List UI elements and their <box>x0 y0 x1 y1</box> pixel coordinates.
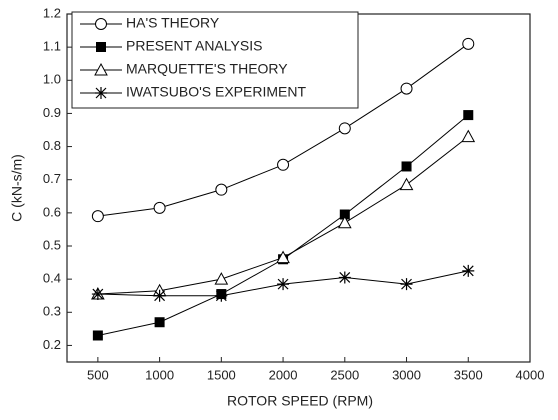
legend-marker <box>96 42 106 52</box>
marker <box>399 177 414 191</box>
marker <box>337 215 352 229</box>
marker <box>154 317 165 328</box>
legend-marker <box>95 18 107 30</box>
marker <box>91 288 104 301</box>
marker <box>338 122 351 135</box>
x-tick-label: 1500 <box>207 367 236 382</box>
marker <box>277 278 290 291</box>
y-tick-label: 1.1 <box>43 39 61 54</box>
y-tick-label: 0.9 <box>43 105 61 120</box>
y-tick-label: 0.4 <box>43 271 61 286</box>
legend-marker <box>95 87 107 99</box>
y-tick-label: 1.0 <box>43 72 61 87</box>
y-tick-label: 0.5 <box>43 237 61 252</box>
y-tick-label: 1.2 <box>43 5 61 20</box>
x-axis-title: ROTOR SPEED (RPM) <box>227 393 373 409</box>
marker <box>400 82 413 95</box>
marker <box>91 210 104 223</box>
marker <box>92 330 103 341</box>
x-tick-label: 4000 <box>516 367 545 382</box>
marker <box>400 278 413 291</box>
legend-label: HA'S THEORY <box>126 15 220 31</box>
marker <box>215 183 228 196</box>
marker <box>153 201 166 214</box>
marker <box>461 129 476 143</box>
y-tick-label: 0.2 <box>43 337 61 352</box>
marker <box>153 289 166 302</box>
x-tick-label: 2500 <box>330 367 359 382</box>
y-axis-title: C (kN-s/m) <box>9 154 25 222</box>
legend-box <box>71 11 359 109</box>
marker <box>276 250 290 264</box>
marker <box>338 271 351 284</box>
y-tick-label: 0.3 <box>43 304 61 319</box>
y-tick-label: 0.8 <box>43 138 61 153</box>
x-tick-label: 3000 <box>392 367 421 382</box>
y-tick-label: 0.6 <box>43 204 61 219</box>
marker <box>462 264 475 277</box>
marker <box>463 110 474 121</box>
legend-label: PRESENT ANALYSIS <box>126 38 262 54</box>
x-tick-label: 2000 <box>269 367 298 382</box>
x-tick-label: 1000 <box>145 367 174 382</box>
legend-label: IWATSUBO'S EXPERIMENT <box>126 84 306 100</box>
y-tick-label: 0.7 <box>43 171 61 186</box>
marker <box>462 37 475 50</box>
legend-label: MARQUETTE'S THEORY <box>126 61 288 77</box>
x-tick-label: 3500 <box>454 367 483 382</box>
marker <box>401 161 412 172</box>
marker <box>215 289 228 302</box>
marker <box>214 272 229 285</box>
x-tick-label: 500 <box>87 367 109 382</box>
series-line <box>97 114 469 336</box>
marker <box>339 209 350 220</box>
legend-marker <box>94 62 108 76</box>
marker <box>277 158 290 171</box>
